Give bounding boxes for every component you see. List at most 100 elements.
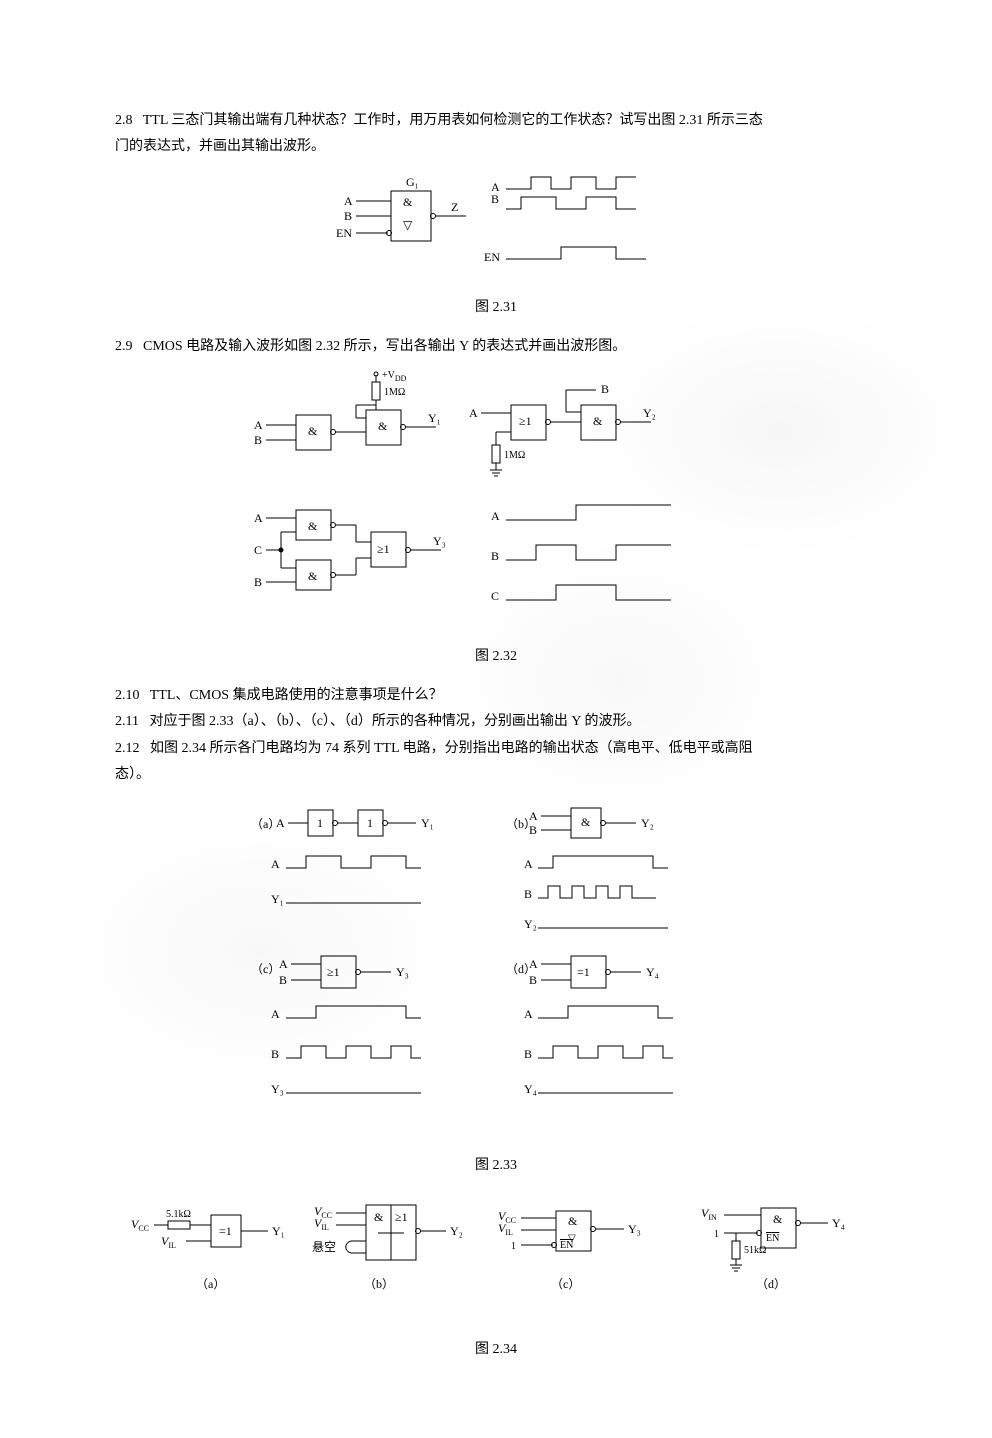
svg-text:A: A [344,194,353,208]
q211-text: 对应于图 2.33（a）、（b）、（c）、（d）所示的各种情况，分别画出输出 Y… [149,714,640,729]
svg-text:EN: EN [560,1240,573,1251]
q212-line2: 态）。 [115,764,877,786]
svg-text:A: A [271,1007,280,1021]
svg-text:&: & [581,815,591,829]
svg-text:B: B [491,192,499,206]
svg-text:Y₂: Y₂ [450,1224,463,1238]
svg-text:A: A [524,857,533,871]
svg-text:=1: =1 [577,965,590,979]
svg-text:B: B [524,1047,532,1061]
svg-text:&: & [308,519,318,533]
fig-2-34: VCC 5.1kΩ =1 VIL Y₁ （a） & ≥1 VCC VIL 悬空 … [115,1193,877,1331]
svg-text:B: B [491,549,499,563]
svg-text:&: & [593,414,603,428]
svg-text:B: B [254,575,262,589]
fig-2-32-caption: 图 2.32 [115,646,877,668]
q212-text1: 如图 2.34 所示各门电路均为 74 系列 TTL 电路，分别指出电路的输出状… [150,741,753,756]
svg-text:Y₁: Y₁ [428,411,441,425]
svg-text:B: B [529,973,537,987]
svg-text:1: 1 [714,1229,719,1240]
svg-text:Y₃: Y₃ [396,965,409,979]
svg-text:VIL: VIL [161,1234,176,1250]
svg-text:≥1: ≥1 [395,1210,408,1224]
svg-text:（c）: （c） [251,962,280,976]
q210-text: TTL、CMOS 集成电路使用的注意事项是什么？ [150,688,443,703]
svg-text:Y₃: Y₃ [271,1082,284,1096]
svg-text:≥1: ≥1 [327,965,340,979]
q210: 2.10 TTL、CMOS 集成电路使用的注意事项是什么？ [115,685,877,707]
q29-text: CMOS 电路及输入波形如图 2.32 所示，写出各输出 Y 的表达式并画出波形… [143,339,626,354]
svg-text:VIN: VIN [701,1206,717,1222]
svg-text:1: 1 [511,1241,516,1252]
svg-text:5.1kΩ: 5.1kΩ [166,1209,191,1220]
svg-text:Y₁: Y₁ [272,1224,285,1238]
q211: 2.11 对应于图 2.33（a）、（b）、（c）、（d）所示的各种情况，分别画… [115,711,877,733]
q28-text1: TTL 三态门其输出端有几种状态？工作时，用万用表如何检测它的工作状态？试写出图… [143,113,763,128]
q211-num: 2.11 [115,714,139,729]
fig-2-33-caption: 图 2.33 [115,1155,877,1177]
svg-text:Y₁: Y₁ [421,816,434,830]
svg-text:A: A [276,816,285,830]
svg-text:B: B [344,209,352,223]
svg-text:A: A [254,511,263,525]
svg-text:C: C [491,589,499,603]
page: 2.8 TTL 三态门其输出端有几种状态？工作时，用万用表如何检测它的工作状态？… [0,0,992,1438]
svg-text:A: A [279,957,288,971]
svg-text:&: & [308,424,318,438]
svg-text:（c）: （c） [551,1277,580,1291]
svg-text:A: A [469,406,478,420]
svg-text:（a）: （a） [196,1277,225,1291]
svg-text:B: B [524,887,532,901]
svg-text:B: B [601,382,609,396]
svg-text:A: A [491,509,500,523]
svg-text:A: A [271,857,280,871]
svg-text:51kΩ: 51kΩ [744,1245,766,1256]
svg-text:1: 1 [367,816,373,830]
svg-text:B: B [279,973,287,987]
q28-line2: 门的表达式，并画出其输出波形。 [115,136,877,158]
fig-2-32: & A B & +VDD 1MΩ Y₁ ≥1 A 1MΩ & [115,370,877,638]
svg-text:≥1: ≥1 [519,414,532,428]
svg-text:A: A [524,1007,533,1021]
svg-text:Y₄: Y₄ [832,1216,845,1230]
svg-text:+VDD: +VDD [382,370,407,383]
svg-text:EN: EN [484,250,500,264]
svg-text:G₁: G₁ [406,175,419,189]
svg-text:Y₄: Y₄ [524,1082,537,1096]
svg-text:Y₄: Y₄ [646,965,659,979]
svg-text:=1: =1 [219,1224,232,1238]
svg-text:&: & [773,1212,783,1226]
fig-2-33-svg: （a） A 1 1 Y₁ A Y₁ （b） & A B Y₂ A [216,798,776,1138]
fig-2-34-caption: 图 2.34 [115,1339,877,1361]
fig-2-33: （a） A 1 1 Y₁ A Y₁ （b） & A B Y₂ A [115,798,877,1146]
fig-2-31: G₁ & ▽ A B EN Z A B EN [115,171,877,289]
svg-text:&: & [308,569,318,583]
q28-num: 2.8 [115,113,133,128]
q212-num: 2.12 [115,741,140,756]
svg-text:1MΩ: 1MΩ [504,450,525,461]
svg-text:Y₃: Y₃ [433,534,446,548]
q28-line1: 2.8 TTL 三态门其输出端有几种状态？工作时，用万用表如何检测它的工作状态？… [115,110,877,132]
svg-text:1: 1 [317,816,323,830]
svg-text:&: & [403,195,413,209]
svg-text:Y₂: Y₂ [524,917,537,931]
svg-text:▽: ▽ [403,218,413,232]
svg-text:A: A [529,957,538,971]
svg-text:≥1: ≥1 [377,542,390,556]
svg-text:C: C [254,543,262,557]
q210-num: 2.10 [115,688,140,703]
svg-text:（b）: （b） [364,1277,394,1291]
svg-text:&: & [568,1214,578,1228]
svg-text:VCC: VCC [131,1217,149,1233]
q29-line: 2.9 CMOS 电路及输入波形如图 2.32 所示，写出各输出 Y 的表达式并… [115,336,877,358]
svg-text:A: A [529,809,538,823]
fig-2-31-svg: G₁ & ▽ A B EN Z A B EN [276,171,716,281]
svg-text:Y₂: Y₂ [641,816,654,830]
svg-text:EN: EN [766,1233,779,1244]
svg-text:B: B [529,823,537,837]
q212-line1: 2.12 如图 2.34 所示各门电路均为 74 系列 TTL 电路，分别指出电… [115,738,877,760]
svg-text:1MΩ: 1MΩ [384,387,405,398]
q29-num: 2.9 [115,339,133,354]
fig-2-32-svg: & A B & +VDD 1MΩ Y₁ ≥1 A 1MΩ & [236,370,756,630]
svg-text:Z: Z [451,200,458,214]
